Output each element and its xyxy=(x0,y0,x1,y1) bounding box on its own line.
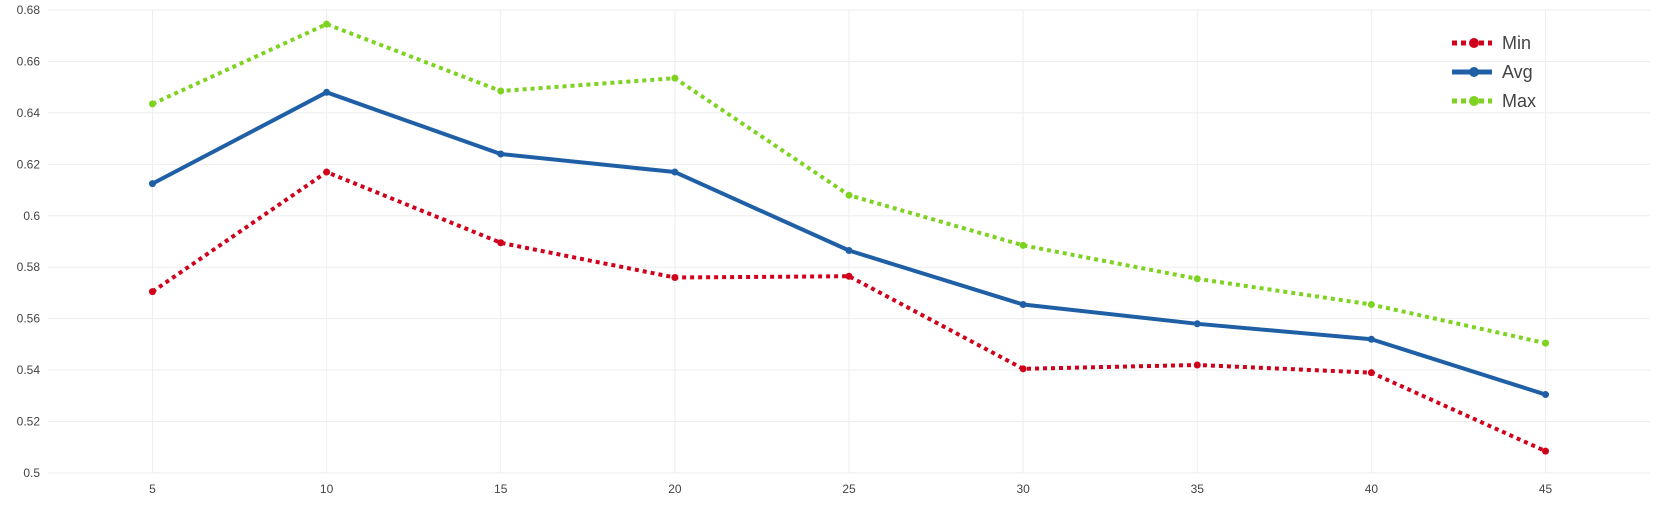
grid xyxy=(48,9,1650,474)
legend-swatch-marker xyxy=(1469,67,1479,77)
y-tick-label: 0.68 xyxy=(17,3,41,17)
series-group xyxy=(148,20,1550,455)
y-tick-label: 0.52 xyxy=(17,415,41,429)
data-point[interactable] xyxy=(323,88,331,96)
data-point[interactable] xyxy=(845,272,853,280)
x-tick-label: 40 xyxy=(1365,482,1379,496)
legend-label: Min xyxy=(1502,33,1531,53)
data-point[interactable] xyxy=(1367,301,1375,309)
data-point[interactable] xyxy=(1193,320,1201,328)
y-tick-label: 0.66 xyxy=(17,54,41,68)
legend-label: Max xyxy=(1502,91,1536,111)
axes: 0.5 0.52 0.54 0.56 0.58 0.6 0.62 0.64 0.66 0.68 5 1… xyxy=(17,3,1553,496)
data-point[interactable] xyxy=(671,274,679,282)
data-point[interactable] xyxy=(323,20,331,28)
data-point[interactable] xyxy=(845,247,853,255)
data-point[interactable] xyxy=(148,288,156,296)
y-tick-label: 0.56 xyxy=(17,312,41,326)
data-point[interactable] xyxy=(1193,361,1201,369)
legend-swatch-marker xyxy=(1469,38,1479,48)
data-point[interactable] xyxy=(497,150,505,158)
x-tick-label: 10 xyxy=(320,482,334,496)
data-point[interactable] xyxy=(148,180,156,188)
series-max xyxy=(148,20,1550,347)
legend[interactable]: Min Avg Max xyxy=(1452,33,1536,111)
data-point[interactable] xyxy=(845,191,853,199)
data-point[interactable] xyxy=(497,87,505,95)
data-point[interactable] xyxy=(671,168,679,176)
data-point[interactable] xyxy=(1542,339,1550,347)
legend-swatch-marker xyxy=(1469,96,1479,106)
series-avg xyxy=(148,88,1550,399)
legend-label: Avg xyxy=(1502,62,1533,82)
data-point[interactable] xyxy=(1019,365,1027,373)
x-tick-label: 45 xyxy=(1539,482,1553,496)
legend-item-min[interactable]: Min xyxy=(1452,33,1531,53)
data-point[interactable] xyxy=(1193,275,1201,283)
data-point[interactable] xyxy=(323,168,331,176)
data-point[interactable] xyxy=(148,100,156,108)
x-tick-label: 5 xyxy=(149,482,156,496)
data-point[interactable] xyxy=(1367,369,1375,377)
x-tick-label: 30 xyxy=(1016,482,1030,496)
data-point[interactable] xyxy=(671,74,679,82)
y-tick-label: 0.5 xyxy=(23,466,40,480)
x-tick-label: 35 xyxy=(1191,482,1205,496)
x-tick-label: 25 xyxy=(842,482,856,496)
series-line-min xyxy=(151,170,1547,453)
legend-item-avg[interactable]: Avg xyxy=(1452,62,1533,82)
data-point[interactable] xyxy=(1542,447,1550,455)
series-min xyxy=(148,168,1550,455)
y-tick-label: 0.6 xyxy=(23,209,40,223)
data-point[interactable] xyxy=(1367,335,1375,343)
legend-item-max[interactable]: Max xyxy=(1452,91,1536,111)
data-point[interactable] xyxy=(1019,241,1027,249)
data-point[interactable] xyxy=(1542,391,1550,399)
y-tick-label: 0.58 xyxy=(17,260,41,274)
data-point[interactable] xyxy=(497,239,505,247)
data-point[interactable] xyxy=(1019,301,1027,309)
y-tick-label: 0.54 xyxy=(17,363,41,377)
x-tick-label: 15 xyxy=(494,482,508,496)
y-tick-label: 0.62 xyxy=(17,157,41,171)
y-tick-label: 0.64 xyxy=(17,106,41,120)
x-tick-label: 20 xyxy=(668,482,682,496)
